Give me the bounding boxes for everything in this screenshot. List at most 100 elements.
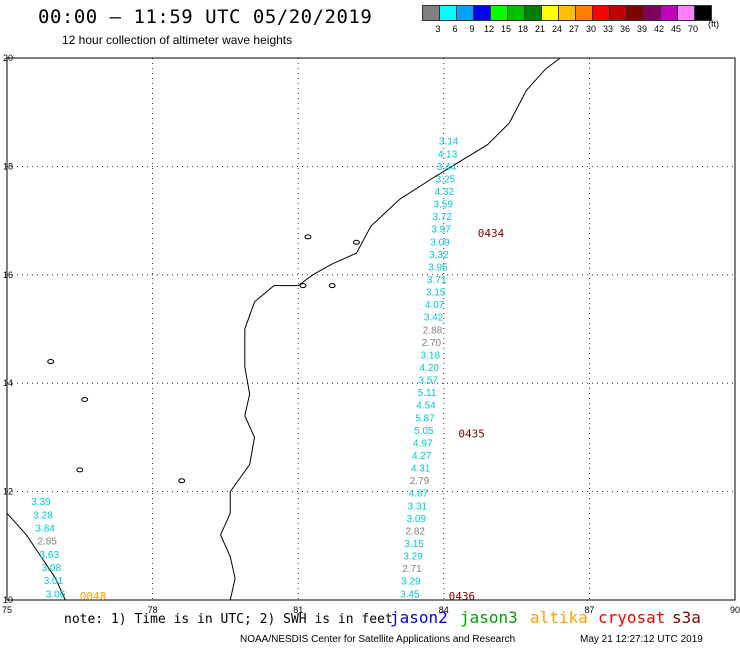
swh-value: 3.45 — [400, 589, 420, 600]
legend-swatches — [422, 5, 712, 21]
sat-jason3: jason3 — [460, 608, 518, 627]
swh-value: 2.88 — [423, 325, 443, 336]
swh-value: 3.15 — [404, 539, 424, 550]
lat-tick-label: 10 — [3, 595, 13, 605]
island — [328, 283, 336, 289]
island — [304, 234, 312, 240]
legend-tick-label: 24 — [551, 24, 563, 34]
swh-value: 3.18 — [421, 350, 441, 361]
lon-tick-label: 78 — [148, 605, 158, 615]
generated-timestamp: May 21 12:27:12 UTC 2019 — [580, 634, 703, 645]
legend-tick-label: 36 — [619, 24, 631, 34]
island — [47, 359, 55, 365]
swh-value: 4.27 — [412, 451, 432, 462]
swh-value: 5.87 — [415, 413, 435, 424]
swh-value: 3.08 — [42, 563, 62, 574]
swh-value: 4.20 — [420, 363, 440, 374]
swh-value: 3.31 — [408, 501, 428, 512]
swh-value: 3.01 — [44, 576, 64, 587]
map-frame — [6, 57, 736, 601]
footer-note: note: 1) Time is in UTC; 2) SWH is in fe… — [64, 612, 393, 627]
legend-tick-label: 3 — [435, 24, 441, 34]
coastline — [219, 57, 561, 601]
swh-value: 4.31 — [411, 464, 431, 475]
swh-value: 2.70 — [422, 338, 442, 349]
legend-tick-label: 70 — [687, 24, 699, 34]
legend-tick-label: 15 — [500, 24, 512, 34]
swh-value: 5.11 — [418, 388, 437, 399]
legend-tick-label: 6 — [452, 24, 458, 34]
swh-value: 3.14 — [439, 137, 459, 148]
lat-tick-label: 16 — [3, 270, 13, 280]
sat-cryosat: cryosat — [598, 608, 666, 627]
island — [81, 396, 89, 402]
swh-value: 3.44 — [437, 162, 457, 173]
legend-tick-label: 9 — [469, 24, 475, 34]
island — [178, 478, 186, 484]
lon-tick-label: 75 — [2, 605, 12, 615]
legend-tick-label: 12 — [483, 24, 495, 34]
pass-time-0436: 0436 — [449, 590, 476, 603]
swh-value: 3.59 — [434, 200, 454, 211]
lon-tick-label: 90 — [730, 605, 740, 615]
sat-s3a: s3a — [672, 608, 701, 627]
credit-text: NOAA/NESDIS Center for Satellite Applica… — [240, 634, 516, 645]
coastline-southwest — [6, 512, 66, 601]
swh-value: 3.57 — [418, 376, 438, 387]
legend-tick-label: 30 — [585, 24, 597, 34]
swh-value: 3.28 — [33, 510, 53, 521]
legend-tick-label: 42 — [653, 24, 665, 34]
swh-value: 3.29 — [403, 552, 423, 563]
chart-subtitle: 12 hour collection of altimeter wave hei… — [62, 33, 293, 47]
swh-value: 3.63 — [40, 550, 60, 561]
swh-value: 2.79 — [410, 476, 430, 487]
legend-tick-label: 18 — [517, 24, 529, 34]
legend-tick-label: 45 — [670, 24, 682, 34]
sat-altika: altika — [530, 608, 588, 627]
pass-time-0435: 0435 — [458, 427, 485, 440]
lat-tick-label: 12 — [3, 487, 13, 497]
swh-value: 3.84 — [35, 523, 55, 534]
swh-value: 3.42 — [424, 313, 444, 324]
lon-tick-label: 81 — [293, 605, 303, 615]
swh-value: 3.15 — [426, 288, 446, 299]
swh-value: 4.87 — [409, 489, 429, 500]
lon-tick-label: 84 — [439, 605, 449, 615]
pass-time-0434: 0434 — [478, 227, 505, 240]
swh-value: 2.82 — [405, 526, 425, 537]
swh-value: 3.97 — [431, 225, 451, 236]
legend-tick-label: 21 — [534, 24, 546, 34]
chart-title: 00:00 – 11:59 UTC 05/20/2019 — [38, 6, 373, 28]
island — [76, 467, 84, 473]
swh-value: 3.29 — [401, 577, 421, 588]
legend-tick-label: 39 — [636, 24, 648, 34]
legend-unit: (ft) — [708, 19, 719, 29]
pass-time-0048: 0048 — [80, 590, 107, 603]
color-legend: 3 6 9 12 15 18 21 24 27 30 33 36 39 42 45 70 — [422, 5, 712, 34]
swh-value: 3.32 — [429, 250, 449, 261]
legend-tick-label: 33 — [602, 24, 614, 34]
swh-value: 4.54 — [416, 401, 436, 412]
sat-jason2: jason2 — [390, 608, 448, 627]
island — [299, 283, 307, 289]
swh-value: 3.71 — [427, 275, 447, 286]
legend-tick-label: 27 — [568, 24, 580, 34]
swh-value: 4.07 — [425, 300, 445, 311]
lon-tick-label: 87 — [584, 605, 594, 615]
swh-value: 4.13 — [438, 149, 458, 160]
swh-value: 3.06 — [46, 589, 66, 600]
swh-value: 3.25 — [436, 174, 456, 185]
lat-tick-label: 18 — [3, 161, 13, 171]
swh-value: 4.32 — [435, 187, 455, 198]
lat-tick-label: 20 — [3, 53, 13, 63]
swh-value: 3.72 — [432, 212, 452, 223]
swh-value: 3.95 — [428, 262, 448, 273]
swh-value: 5.05 — [414, 426, 434, 437]
legend-ticks: 3 6 9 12 15 18 21 24 27 30 33 36 39 42 45 70 — [422, 21, 711, 34]
swh-value: 3.39 — [31, 497, 51, 508]
swh-value: 3.09 — [407, 514, 427, 525]
lat-tick-label: 14 — [3, 378, 13, 388]
swh-value: 3.09 — [430, 237, 450, 248]
swh-value: 2.85 — [37, 537, 57, 548]
